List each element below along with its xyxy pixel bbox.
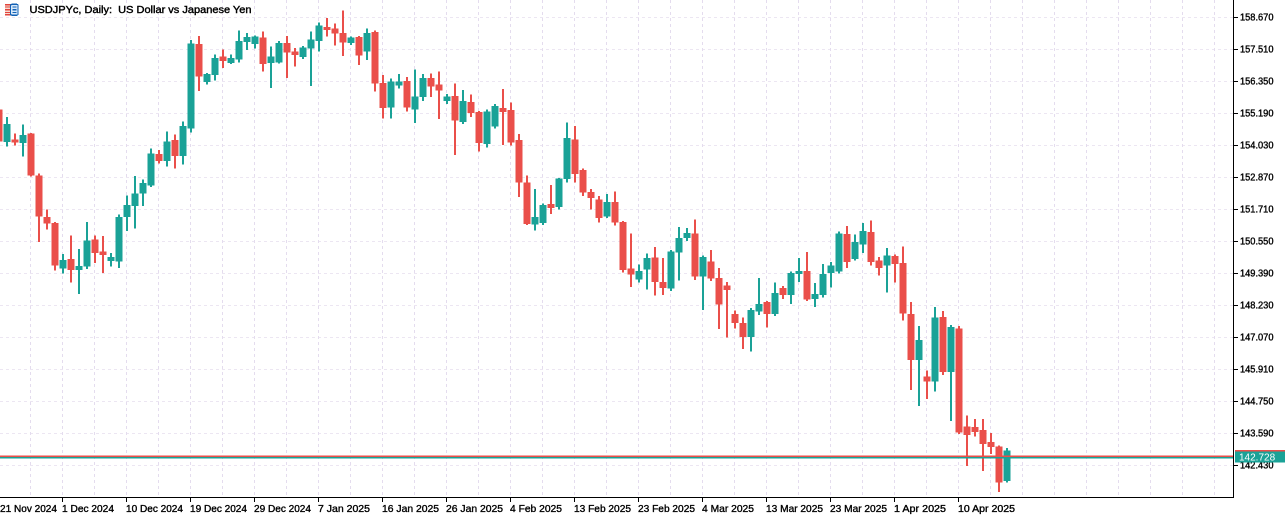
svg-text:13 Feb 2025: 13 Feb 2025	[574, 504, 631, 515]
svg-text:150.550: 150.550	[1240, 237, 1274, 248]
svg-text:26 Jan 2025: 26 Jan 2025	[446, 504, 503, 515]
svg-text:19 Dec 2024: 19 Dec 2024	[190, 504, 247, 515]
svg-text:29 Dec 2024: 29 Dec 2024	[254, 504, 311, 515]
svg-text:4 Feb 2025: 4 Feb 2025	[510, 504, 562, 515]
svg-text:142.728: 142.728	[1239, 453, 1276, 464]
svg-text:21 Nov 2024: 21 Nov 2024	[0, 504, 57, 515]
svg-text:1 Apr 2025: 1 Apr 2025	[894, 504, 946, 515]
svg-text:156.350: 156.350	[1240, 77, 1274, 88]
svg-text:10 Dec 2024: 10 Dec 2024	[126, 504, 183, 515]
svg-text:144.750: 144.750	[1240, 397, 1274, 408]
svg-text:7 Jan 2025: 7 Jan 2025	[318, 504, 370, 515]
svg-text:155.190: 155.190	[1240, 109, 1274, 120]
svg-text:145.910: 145.910	[1240, 365, 1274, 376]
svg-text:10 Apr 2025: 10 Apr 2025	[958, 504, 1015, 515]
svg-text:13 Mar 2025: 13 Mar 2025	[766, 504, 823, 515]
svg-text:152.870: 152.870	[1240, 173, 1274, 184]
svg-text:148.230: 148.230	[1240, 301, 1274, 312]
svg-text:147.070: 147.070	[1240, 333, 1274, 344]
svg-text:23 Feb 2025: 23 Feb 2025	[638, 504, 695, 515]
svg-text:23 Mar 2025: 23 Mar 2025	[830, 504, 887, 515]
svg-text:154.030: 154.030	[1240, 141, 1274, 152]
svg-text:157.510: 157.510	[1240, 45, 1274, 56]
svg-text:142.430: 142.430	[1240, 461, 1274, 472]
svg-text:USDJPYc, Daily: US Dollar vs: USDJPYc, Daily: US Dollar vs Japanese Ye…	[30, 5, 252, 16]
svg-text:1 Dec 2024: 1 Dec 2024	[62, 504, 114, 515]
svg-text:149.390: 149.390	[1240, 269, 1274, 280]
svg-text:151.710: 151.710	[1240, 205, 1274, 216]
svg-text:143.590: 143.590	[1240, 429, 1274, 440]
svg-text:158.670: 158.670	[1240, 13, 1274, 24]
svg-text:4 Mar 2025: 4 Mar 2025	[702, 504, 754, 515]
svg-text:16 Jan 2025: 16 Jan 2025	[382, 504, 439, 515]
